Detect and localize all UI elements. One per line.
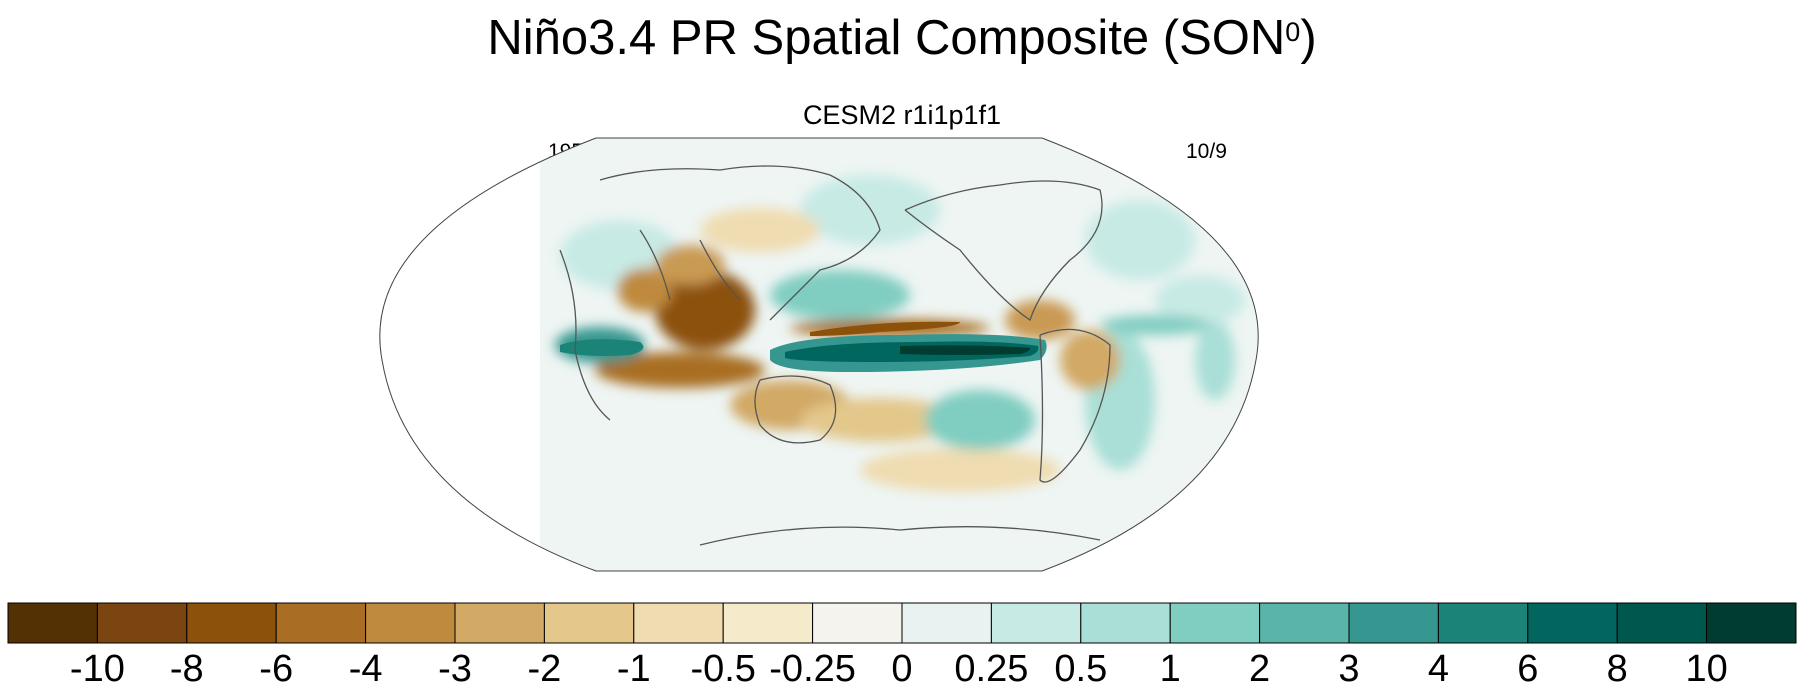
dry-band-north	[810, 321, 960, 336]
colorbar-tick-label: 1	[1159, 648, 1181, 690]
map-field	[540, 138, 1259, 571]
dry-patch-north	[700, 208, 820, 252]
title-main: Niño3.4 PR Spatial Composite (SON	[487, 11, 1286, 65]
colorbar-tick-label: -0.25	[769, 648, 856, 690]
colorbar-tick-label: -0.5	[690, 648, 756, 690]
wet-patch	[1085, 200, 1195, 280]
colorbar-tick-label: 10	[1685, 648, 1728, 690]
colorbar-box	[1080, 602, 1171, 644]
dry-patch-maritime	[655, 270, 755, 350]
coast-north-america	[904, 180, 1103, 322]
colorbar-box	[1169, 602, 1261, 644]
coast-antarctica	[699, 526, 1101, 546]
colorbar-tick-label: 0.25	[954, 648, 1029, 690]
colorbar-box	[1348, 602, 1439, 644]
globe-outline	[379, 137, 1259, 572]
colorbar-tick-label: -1	[616, 648, 651, 690]
dry-patch-south-america	[1060, 330, 1120, 390]
colorbar-boxes	[7, 602, 1797, 644]
colorbar-box	[1437, 602, 1529, 644]
wet-patch-north-pacific	[770, 270, 910, 320]
wet-patch	[1155, 275, 1245, 325]
dry-patch-indo	[617, 268, 673, 312]
colorbar-box	[901, 602, 992, 644]
composite-count-label: 10/9	[1186, 140, 1227, 163]
colorbar-box	[454, 602, 545, 644]
colorbar-tick-label: -3	[438, 648, 472, 690]
coast-africa	[559, 249, 611, 421]
colorbar-tick-label: 0	[891, 648, 913, 690]
colorbar-tick-label: 2	[1249, 648, 1271, 690]
colorbar-box	[96, 602, 188, 644]
colorbar-box	[812, 602, 903, 644]
colorbar-tick-label: 6	[1517, 648, 1539, 690]
wet-tongue-indian	[560, 339, 644, 356]
wet-tongue-darkest	[900, 345, 1030, 355]
colorbar-box	[990, 602, 1082, 644]
colorbar-box	[1259, 602, 1350, 644]
dry-patch-south-indian	[595, 352, 765, 388]
title-superscript: 0	[1285, 17, 1301, 47]
colorbar-box	[543, 602, 635, 644]
colorbar-tick-label: 8	[1606, 648, 1628, 690]
colorbar-tick-label: -8	[169, 648, 204, 690]
title-end: )	[1300, 11, 1317, 65]
figure-title: Niño3.4 PR Spatial Composite (SON0)	[0, 6, 1804, 70]
colorbar-box	[633, 602, 724, 644]
colorbar-tick-label: 0.5	[1054, 648, 1108, 690]
colorbar-box	[1706, 602, 1797, 644]
colorbar-box	[7, 602, 98, 644]
colorbar-tick-label: -6	[259, 648, 294, 690]
map-subtitle: CESM2 r1i1p1f1	[802, 100, 1002, 130]
coastlines	[559, 165, 1111, 546]
colorbar-tick-label: -4	[348, 648, 383, 690]
colorbar-box	[1527, 602, 1618, 644]
colorbar-box	[1616, 602, 1708, 644]
dry-patch-south-pacific	[860, 448, 1060, 492]
colorbar-box	[722, 602, 814, 644]
colorbar-box	[365, 602, 456, 644]
colorbar-tick-label: -2	[527, 648, 562, 690]
wet-patch-subtropical	[925, 390, 1035, 450]
wet-patch	[1195, 320, 1235, 400]
colorbar-tick-label: 3	[1338, 648, 1360, 690]
colorbar-tick-label: -10	[69, 648, 125, 690]
dry-patch-spcz	[800, 398, 960, 442]
coast-australia	[754, 375, 837, 444]
colorbar-box	[275, 602, 367, 644]
coast-eurasia	[599, 165, 881, 321]
wet-patch	[800, 175, 940, 245]
coast-south-america	[1039, 328, 1111, 483]
colorbar-box	[186, 602, 277, 644]
colorbar-tick-label: 4	[1427, 648, 1449, 690]
wet-patch-atlantic	[1100, 315, 1210, 335]
